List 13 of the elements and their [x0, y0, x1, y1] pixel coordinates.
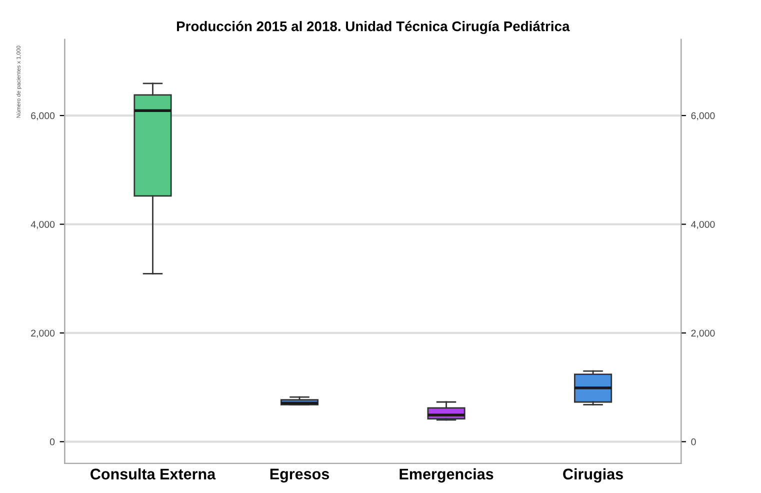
chart-title: Producción 2015 al 2018. Unidad Técnica Cirugía Pediátrica [177, 20, 570, 34]
y2-tick-label: 2,000 [691, 330, 715, 338]
x-tick-label: Consulta Externa [90, 468, 216, 480]
y-tick-label: 6,000 [31, 112, 55, 120]
x-tick-label: Emergencias [400, 468, 494, 483]
y-tick-label: 2,000 [31, 330, 55, 338]
y2-tick-label: 4,000 [691, 220, 715, 230]
y-tick-label: 4,000 [30, 220, 55, 230]
x-tick-label: Egresos [270, 468, 330, 483]
y2-tick-label: 0 [691, 438, 696, 446]
y2-tick-label: 6,000 [691, 112, 715, 120]
y-tick-label: 0 [50, 438, 55, 446]
x-tick-label: Cirugias [563, 468, 623, 483]
